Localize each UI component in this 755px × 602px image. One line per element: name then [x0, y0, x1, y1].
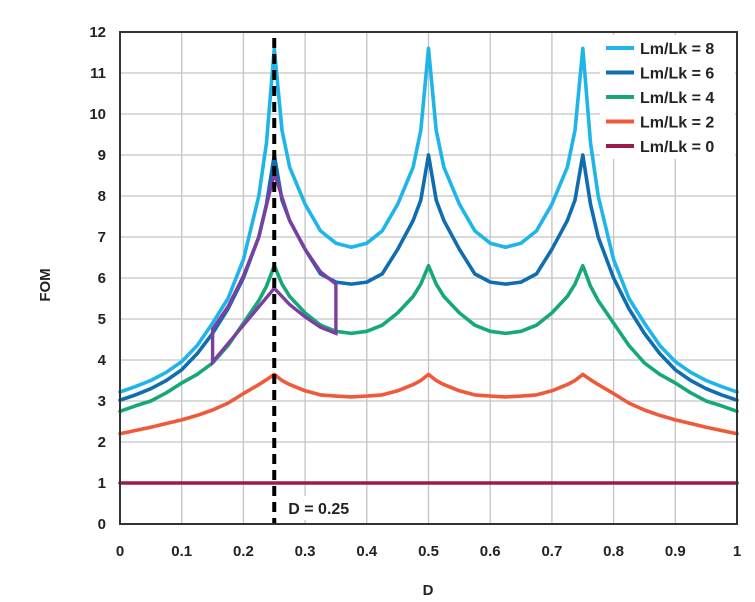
y-tick-label: 5 — [98, 311, 106, 328]
region-outline — [210, 167, 338, 367]
y-tick-label: 1 — [98, 475, 106, 492]
legend-item: Lm/Lk = 6 — [606, 66, 714, 83]
legend-item: Lm/Lk = 2 — [606, 115, 714, 132]
legend-label: Lm/Lk = 2 — [640, 115, 714, 132]
y-tick-label: 10 — [89, 106, 106, 123]
legend-item: Lm/Lk = 4 — [606, 90, 714, 107]
marker-label-bg — [284, 496, 359, 520]
y-tick-label: 2 — [98, 434, 106, 451]
legend-label: Lm/Lk = 8 — [640, 41, 714, 58]
highlight-region — [210, 167, 338, 367]
legend: Lm/Lk = 8 Lm/Lk = 6 Lm/Lk = 4 Lm/Lk = 2 Lm/L… — [600, 35, 735, 159]
y-tick-label: 9 — [98, 147, 106, 164]
series-line-lm-lk-8 — [118, 46, 739, 394]
legend-item: Lm/Lk = 8 — [606, 41, 714, 58]
x-tick-label: 0 — [116, 543, 124, 560]
x-tick-label: 0.6 — [480, 543, 501, 560]
legend-label: Lm/Lk = 4 — [640, 90, 714, 107]
x-tick-label: 0.5 — [418, 543, 439, 560]
legend-label: Lm/Lk = 0 — [640, 139, 714, 156]
y-tick-label: 7 — [98, 229, 106, 246]
plot-frame — [119, 31, 738, 525]
y-tick-label: 0 — [98, 516, 106, 533]
y-tick-label: 12 — [89, 24, 106, 41]
x-tick-label: 0.9 — [665, 543, 686, 560]
x-tick-label: 0.1 — [171, 543, 192, 560]
marker-label: D = 0.25 — [288, 501, 349, 518]
y-tick-label: 3 — [98, 393, 106, 410]
x-tick-label: 0.7 — [541, 543, 562, 560]
x-tick-label: 1 — [733, 543, 741, 560]
y-axis-title: FOM — [37, 268, 54, 301]
x-tick-label: 0.4 — [356, 543, 378, 560]
legend-label: Lm/Lk = 6 — [640, 66, 714, 83]
y-tick-label: 11 — [90, 65, 106, 82]
x-axis-title: D — [423, 582, 434, 599]
y-tick-label: 8 — [98, 188, 106, 205]
legend-item: Lm/Lk = 0 — [606, 139, 714, 156]
x-tick-labels: 0 0.1 0.2 0.3 0.4 0.5 0.6 0.7 0.8 0.9 1 — [116, 543, 741, 560]
y-tick-label: 4 — [98, 352, 107, 369]
x-tick-label: 0.8 — [603, 543, 624, 560]
x-tick-label: 0.3 — [295, 543, 316, 560]
x-tick-label: 0.2 — [233, 543, 254, 560]
marker-line-group: D = 0.25 — [272, 38, 359, 524]
series-line-lm-lk-2 — [118, 372, 739, 436]
y-tick-label: 6 — [98, 270, 106, 287]
